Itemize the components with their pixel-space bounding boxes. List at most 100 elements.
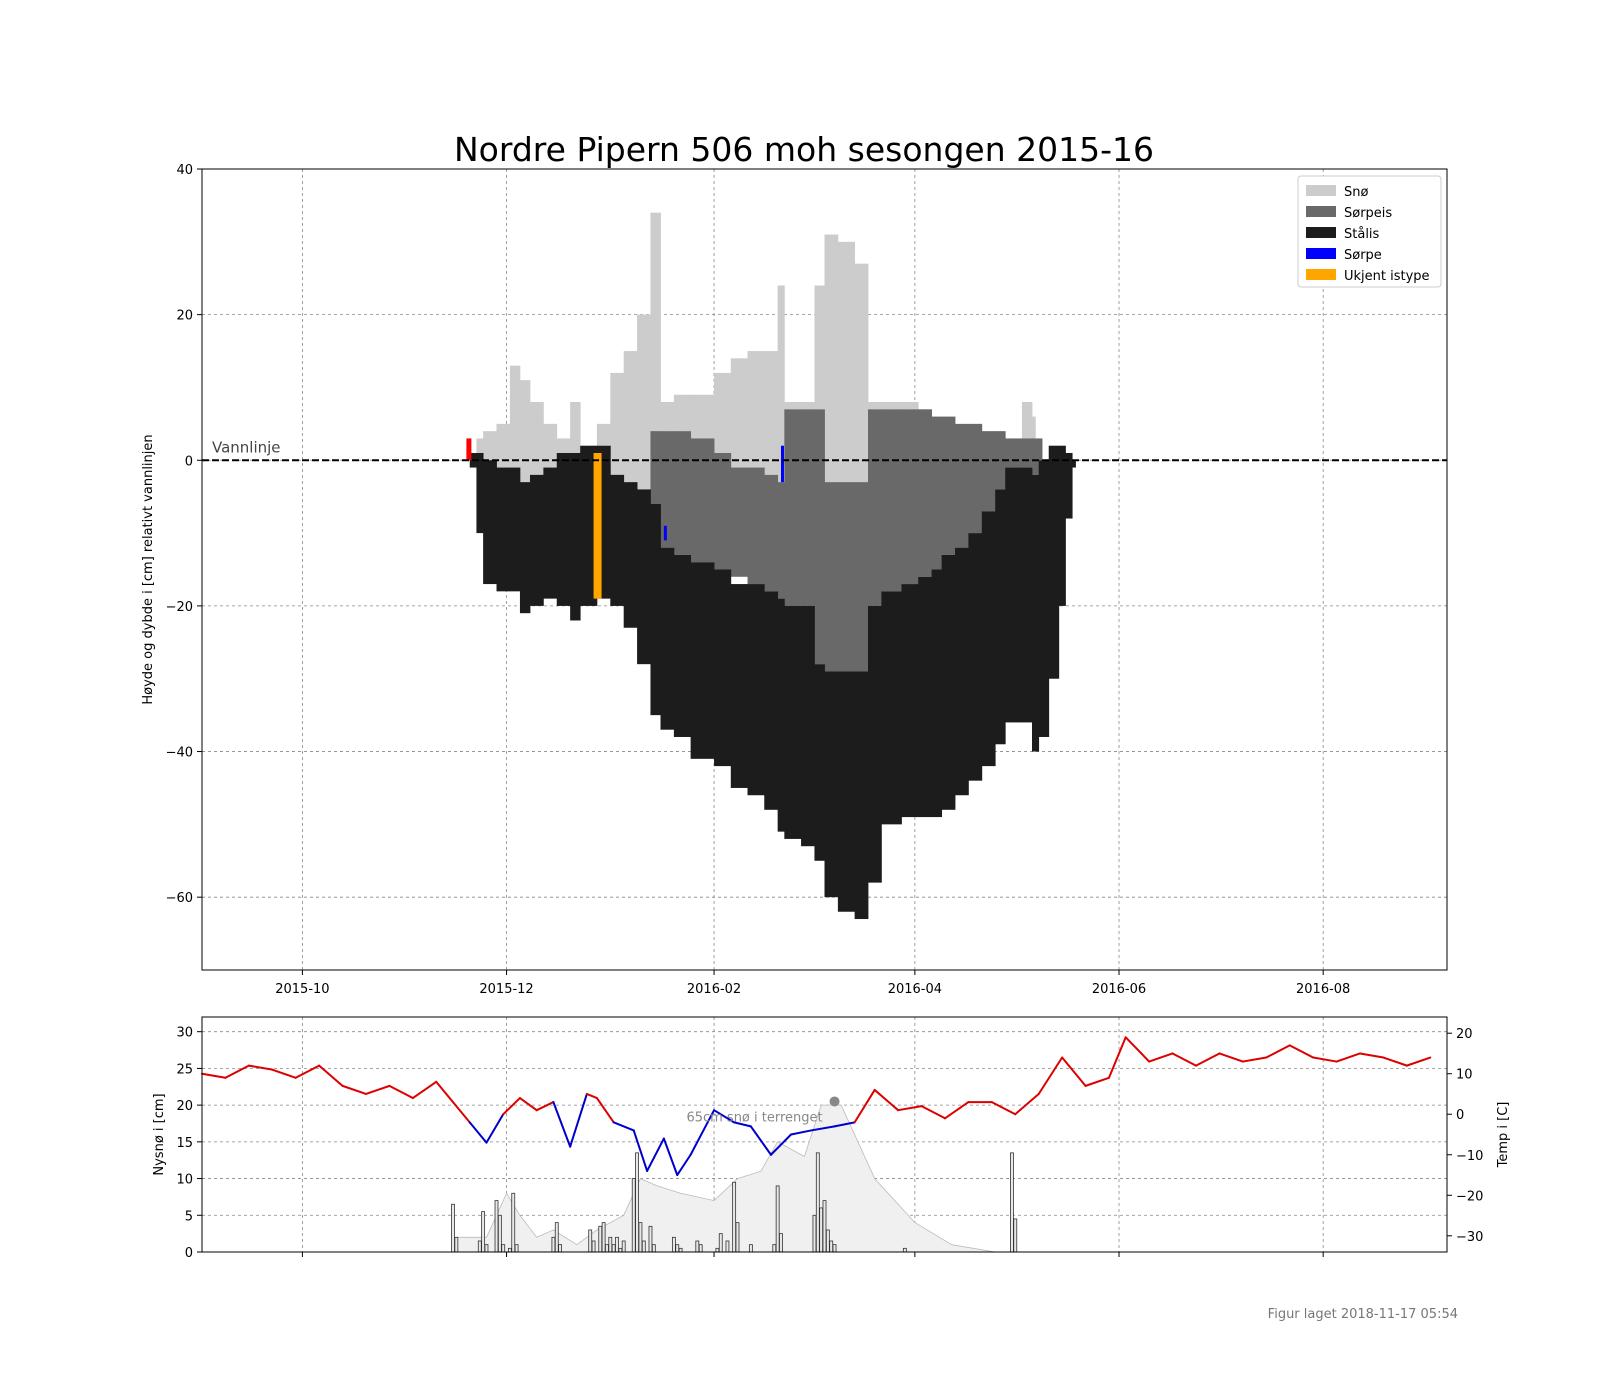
new-snow-bar [454, 1236, 459, 1253]
y-tick-label: 10 [176, 1173, 193, 1188]
black-ice-column [690, 562, 715, 759]
slush-ice-layer [650, 409, 1043, 672]
slush-ice-column [854, 482, 869, 672]
temperature-segment [1037, 1056, 1064, 1095]
new-snow-bar [732, 1181, 737, 1253]
black-ice-column [995, 489, 1006, 745]
snow-depth-marker [829, 1096, 840, 1107]
black-ice-column [868, 605, 882, 883]
new-snow-bar [598, 1225, 603, 1253]
slush-ice-column [1032, 438, 1040, 475]
new-snow-bar [638, 1222, 643, 1253]
slush-ice-column [660, 431, 675, 548]
temperature-segment [733, 1121, 752, 1128]
temperature-segment [1107, 1036, 1127, 1079]
temperature-segment [943, 1101, 970, 1120]
black-ice-column [637, 489, 651, 665]
black-ice-layer [469, 445, 1076, 920]
new-snow-bar [718, 1233, 723, 1253]
legend-label: Sørpeis [1344, 206, 1392, 221]
temperature-segment [224, 1064, 250, 1079]
snow-column [868, 402, 919, 410]
new-snow-bar [829, 1240, 834, 1253]
black-ice-column [650, 503, 661, 716]
snow-column [637, 314, 651, 490]
snow-column [673, 394, 692, 432]
temperature-segment [689, 1109, 716, 1156]
black-ice-column [519, 482, 531, 614]
temperature-segment [810, 1125, 836, 1132]
new-snow-bar [698, 1244, 703, 1253]
new-snow-bar [812, 1214, 817, 1253]
temperature-segment [1405, 1056, 1432, 1067]
temperature-segment [485, 1113, 505, 1144]
snow-column [529, 402, 544, 475]
slush-ice-column [784, 409, 802, 606]
ice-plot-grid [202, 168, 1447, 970]
weather-x-axis [301, 1252, 1324, 1257]
black-ice-column [881, 591, 902, 825]
x-tick-label: 2015-10 [275, 982, 329, 997]
black-ice-column [543, 467, 558, 599]
black-ice-column [941, 554, 956, 810]
x-tick-label: 2016-02 [687, 982, 741, 997]
temperature-segment [920, 1105, 946, 1120]
black-ice-column [777, 598, 785, 832]
black-ice-column [570, 452, 581, 621]
temperature-segment [662, 1137, 679, 1177]
new-snow-bar [481, 1211, 486, 1253]
new-snow-bar [631, 1178, 636, 1253]
black-ice-column [854, 671, 869, 920]
new-snow-bar [514, 1244, 519, 1253]
temperature-segment [411, 1080, 438, 1100]
slush-ice-column [941, 416, 956, 555]
snow-column [777, 285, 785, 483]
new-snow-bar [551, 1236, 556, 1253]
temperature-segment [201, 1072, 227, 1079]
slush-ice-column [918, 409, 932, 577]
slush-ice-column [1021, 438, 1033, 468]
new-snow-bar [715, 1247, 720, 1253]
temperature-segment [1084, 1076, 1110, 1087]
new-snow-bar [508, 1247, 512, 1253]
legend-label: Sørpe [1344, 248, 1382, 263]
temperature-segment [1194, 1052, 1221, 1067]
slush-ice-column [837, 482, 856, 672]
snow-column [483, 431, 497, 461]
temperature-segment [452, 1101, 471, 1124]
temperature-segment [1171, 1052, 1197, 1067]
new-snow-bar [825, 1229, 830, 1253]
slush-ice-column [814, 409, 825, 665]
temperature-segment [632, 1129, 649, 1172]
unknown-ice-column [593, 452, 602, 599]
weather-plot: 65cm snø i terrenget 0 5 10 15 20 25 30 −30 −20… [152, 1016, 1511, 1261]
x-tick-label: 2016-04 [888, 982, 942, 997]
slush-ice-column [801, 409, 815, 606]
black-ice-column [814, 664, 825, 861]
red-marker [466, 438, 472, 461]
temperature-segment [318, 1064, 344, 1087]
y2-tick-label: 0 [1456, 1108, 1464, 1123]
y-tick-label: 30 [176, 1026, 193, 1041]
temperature-segment [1061, 1056, 1087, 1087]
snow-column [660, 402, 675, 432]
snow-column [543, 423, 558, 468]
waterline-label: Vannlinje [212, 438, 281, 456]
ice-x-axis: 2015-10 2015-12 2016-02 2016-04 2016-06 2016-… [275, 970, 1350, 997]
black-ice-column [476, 452, 484, 534]
black-ice-column [556, 452, 571, 606]
temperature-segment [1312, 1056, 1338, 1063]
temperature-segment [552, 1101, 572, 1148]
snow-column [496, 423, 511, 468]
black-ice-column [837, 671, 856, 912]
x-tick-label: 2016-06 [1092, 982, 1146, 997]
snow-column [730, 358, 748, 468]
temperature-segment [271, 1068, 297, 1079]
legend-label: Snø [1344, 185, 1368, 200]
ice-layers [466, 212, 1076, 920]
new-snow-bar [501, 1244, 506, 1253]
new-snow-y-axis: 0 5 10 15 20 25 30 [176, 1026, 202, 1261]
new-snow-bar [648, 1225, 653, 1253]
temperature-segment [595, 1097, 615, 1124]
